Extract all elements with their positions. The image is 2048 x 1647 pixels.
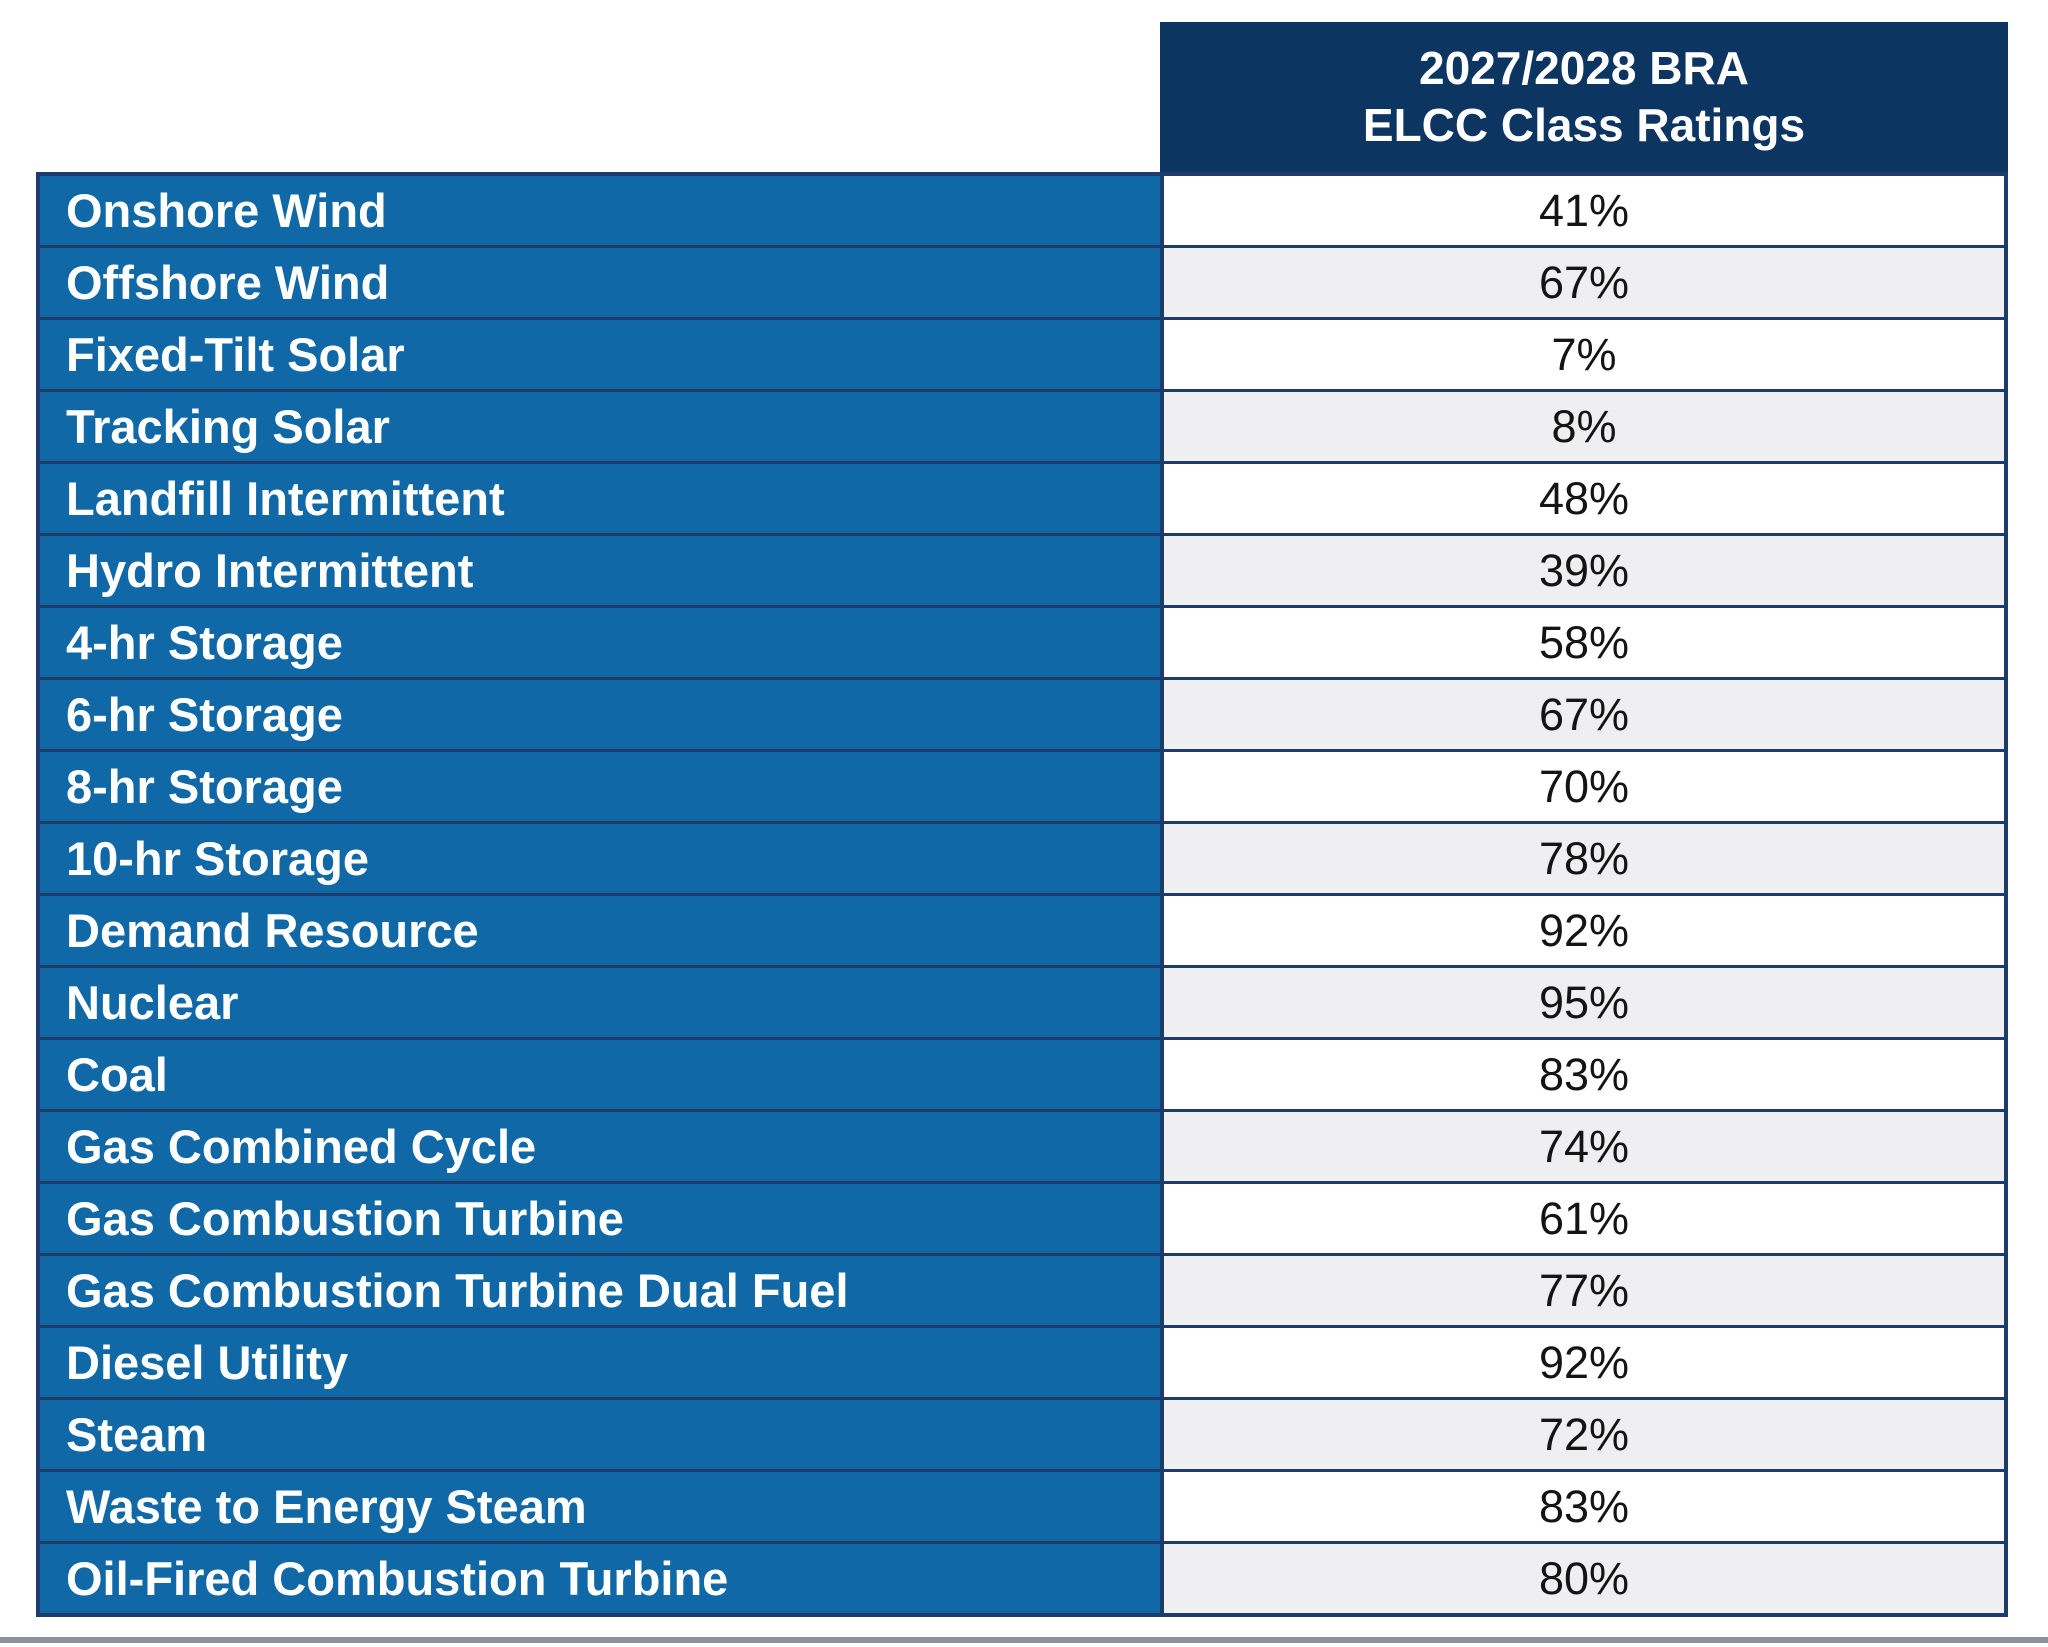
header-line-2: ELCC Class Ratings: [1362, 99, 1806, 151]
table-row: Gas Combustion Turbine Dual Fuel 77%: [40, 1253, 2004, 1325]
row-label-cell: Diesel Utility: [40, 1328, 1160, 1397]
table-row: Oil-Fired Combustion Turbine 80%: [40, 1541, 2004, 1613]
table-row: Hydro Intermittent 39%: [40, 533, 2004, 605]
row-value-cell: 92%: [1160, 896, 2004, 965]
table-header-row: 2027/2028 BRA ELCC Class Ratings: [36, 22, 2008, 172]
row-label-cell: Gas Combined Cycle: [40, 1112, 1160, 1181]
row-value-cell: 39%: [1160, 536, 2004, 605]
row-label-cell: Fixed-Tilt Solar: [40, 320, 1160, 389]
table-row: 4-hr Storage 58%: [40, 605, 2004, 677]
row-label-cell: 4-hr Storage: [40, 608, 1160, 677]
row-value-cell: 95%: [1160, 968, 2004, 1037]
row-label-cell: Demand Resource: [40, 896, 1160, 965]
table-row: Diesel Utility 92%: [40, 1325, 2004, 1397]
row-value-cell: 7%: [1160, 320, 2004, 389]
table-row: Coal 83%: [40, 1037, 2004, 1109]
table-row: 8-hr Storage 70%: [40, 749, 2004, 821]
table-header-cell: 2027/2028 BRA ELCC Class Ratings: [1160, 22, 2008, 172]
header-line-1: 2027/2028 BRA: [1419, 41, 1749, 94]
row-value-cell: 48%: [1160, 464, 2004, 533]
table-row: Tracking Solar 8%: [40, 389, 2004, 461]
table-row: Nuclear 95%: [40, 965, 2004, 1037]
row-value-cell: 80%: [1160, 1544, 2004, 1613]
row-label-cell: Coal: [40, 1040, 1160, 1109]
row-value-cell: 74%: [1160, 1112, 2004, 1181]
row-value-cell: 92%: [1160, 1328, 2004, 1397]
table-row: 6-hr Storage 67%: [40, 677, 2004, 749]
table-row: Waste to Energy Steam 83%: [40, 1469, 2004, 1541]
row-label-cell: Oil-Fired Combustion Turbine: [40, 1544, 1160, 1613]
row-value-cell: 67%: [1160, 680, 2004, 749]
elcc-ratings-table: 2027/2028 BRA ELCC Class Ratings Onshore…: [36, 22, 2008, 1617]
row-value-cell: 83%: [1160, 1040, 2004, 1109]
row-label-cell: 6-hr Storage: [40, 680, 1160, 749]
row-label-cell: 10-hr Storage: [40, 824, 1160, 893]
row-label-cell: Hydro Intermittent: [40, 536, 1160, 605]
row-value-cell: 58%: [1160, 608, 2004, 677]
table-row: Landfill Intermittent 48%: [40, 461, 2004, 533]
row-value-cell: 78%: [1160, 824, 2004, 893]
table-row: Steam 72%: [40, 1397, 2004, 1469]
table-row: Demand Resource 92%: [40, 893, 2004, 965]
row-label-cell: Gas Combustion Turbine: [40, 1184, 1160, 1253]
row-label-cell: Onshore Wind: [40, 176, 1160, 245]
table-body: Onshore Wind 41% Offshore Wind 67% Fixed…: [36, 172, 2008, 1617]
table-row: Fixed-Tilt Solar 7%: [40, 317, 2004, 389]
row-value-cell: 67%: [1160, 248, 2004, 317]
row-label-cell: Gas Combustion Turbine Dual Fuel: [40, 1256, 1160, 1325]
row-value-cell: 83%: [1160, 1472, 2004, 1541]
row-value-cell: 8%: [1160, 392, 2004, 461]
table-row: Gas Combustion Turbine 61%: [40, 1181, 2004, 1253]
row-label-cell: Tracking Solar: [40, 392, 1160, 461]
row-label-cell: 8-hr Storage: [40, 752, 1160, 821]
table-row: Gas Combined Cycle 74%: [40, 1109, 2004, 1181]
table-row: Onshore Wind 41%: [40, 176, 2004, 245]
table-row: 10-hr Storage 78%: [40, 821, 2004, 893]
row-value-cell: 41%: [1160, 176, 2004, 245]
row-label-cell: Nuclear: [40, 968, 1160, 1037]
row-value-cell: 70%: [1160, 752, 2004, 821]
row-label-cell: Waste to Energy Steam: [40, 1472, 1160, 1541]
row-value-cell: 61%: [1160, 1184, 2004, 1253]
row-label-cell: Steam: [40, 1400, 1160, 1469]
row-value-cell: 72%: [1160, 1400, 2004, 1469]
bottom-rule: [0, 1637, 2048, 1643]
table-row: Offshore Wind 67%: [40, 245, 2004, 317]
row-value-cell: 77%: [1160, 1256, 2004, 1325]
row-label-cell: Offshore Wind: [40, 248, 1160, 317]
header-empty-cell: [36, 22, 1160, 172]
row-label-cell: Landfill Intermittent: [40, 464, 1160, 533]
